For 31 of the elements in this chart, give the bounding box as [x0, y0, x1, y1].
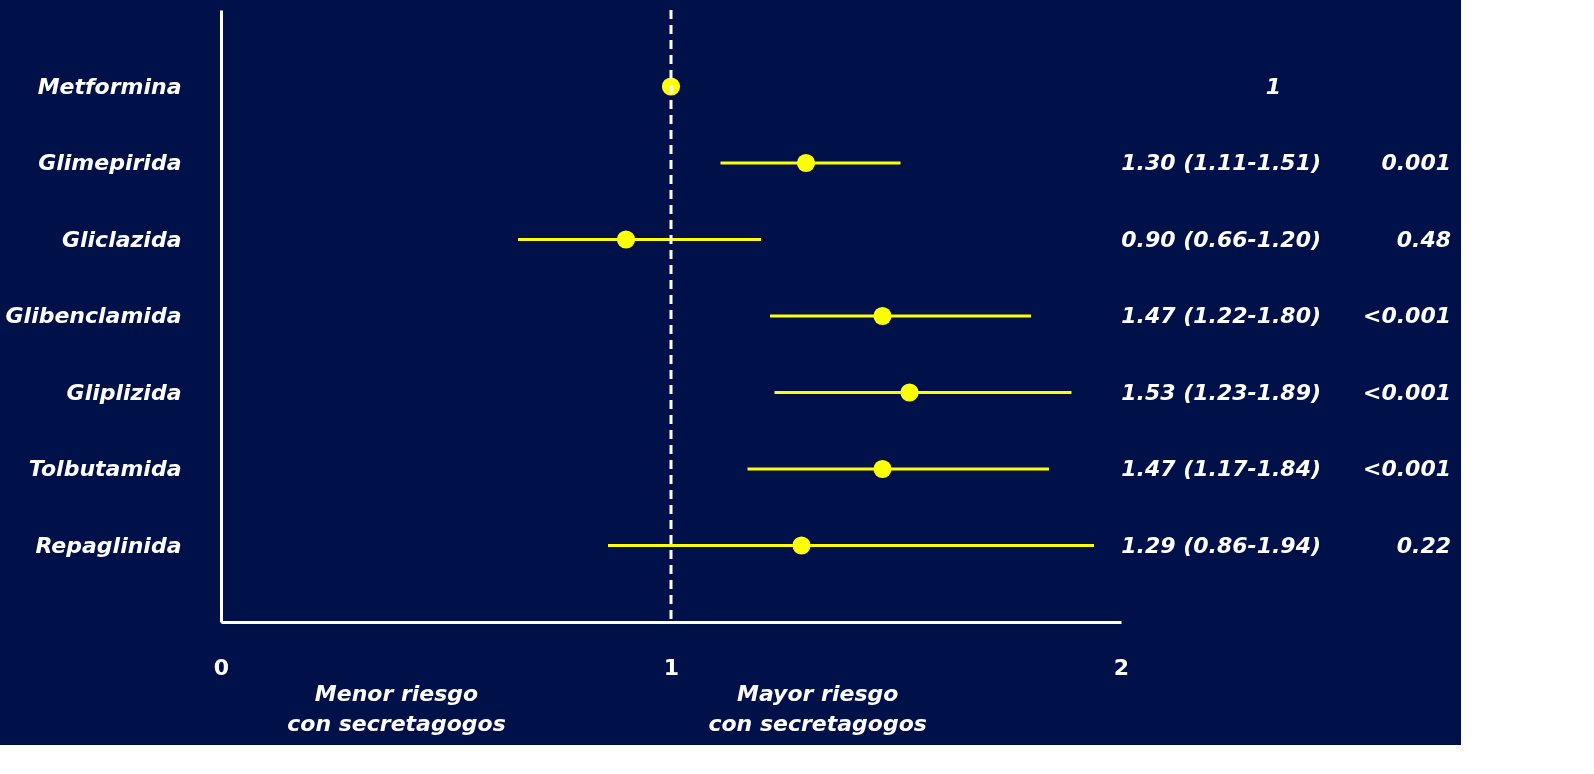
text: 0.48 [1396, 226, 1451, 252]
text: <0.001 [1362, 303, 1451, 328]
text: 0.22 [1396, 532, 1451, 558]
text: 1.47 (1.17-1.84) [1121, 456, 1321, 481]
y-tick-label: Repaglinida [35, 532, 182, 558]
point [796, 153, 816, 173]
text: 1.30 (1.11-1.51) [1121, 150, 1321, 175]
point [873, 306, 892, 326]
point [792, 536, 811, 555]
text: 1 [1265, 73, 1281, 99]
y-tick-label: Glibenclamida [5, 303, 182, 328]
point [873, 459, 892, 479]
text: <0.001 [1362, 456, 1451, 481]
x-tick-label: 0 [213, 654, 230, 680]
point [616, 230, 636, 249]
x-tick-label: 2 [1113, 654, 1130, 680]
text: 1.53 (1.23-1.89) [1121, 379, 1321, 405]
text: 0.90 (0.66-1.20) [1121, 226, 1321, 252]
text: Menor riesgo con secretagogos [287, 681, 506, 736]
x-tick-label: 1 [663, 654, 680, 680]
text: 0.001 [1381, 150, 1451, 175]
y-tick-label: Tolbutamida [28, 456, 182, 481]
y-tick-label: Metformina [37, 73, 182, 99]
y-tick-label: Gliclazida [61, 226, 182, 252]
text: 1.29 (0.86-1.94) [1121, 532, 1321, 558]
text: Mayor riesgo con secretagogos [708, 681, 927, 736]
point [900, 383, 919, 402]
text: 1.47 (1.22-1.80) [1121, 303, 1321, 328]
text: <0.001 [1362, 379, 1451, 405]
y-tick-label: Glimepirida [38, 150, 182, 175]
y-tick-label: Gliplizida [66, 379, 182, 405]
